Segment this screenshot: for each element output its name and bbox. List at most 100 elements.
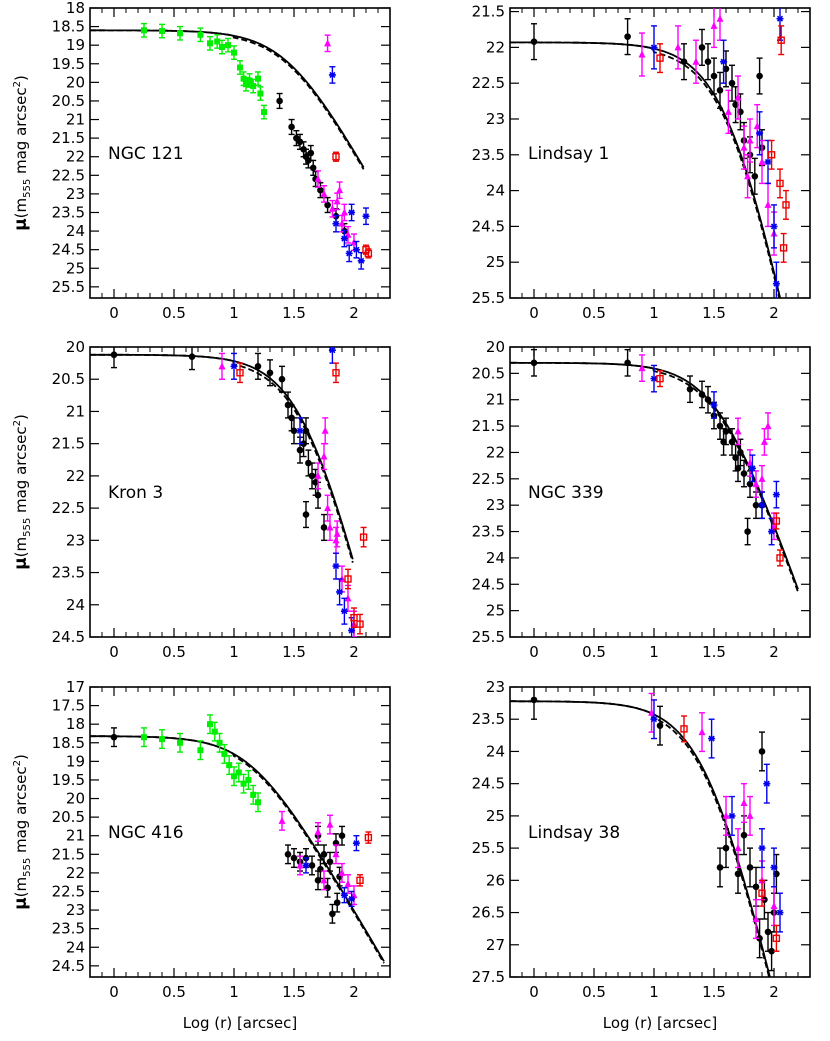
data-point — [177, 25, 183, 41]
y-tick-label: 18 — [66, 715, 85, 733]
marker-triangle — [746, 136, 754, 144]
y-tick-label: 25 — [66, 259, 85, 277]
y-tick-label: 23 — [486, 496, 505, 514]
marker-star — [340, 608, 348, 615]
data-point — [686, 375, 694, 404]
panel-title: Kron 3 — [108, 483, 163, 503]
fit-curve-dashed — [510, 700, 771, 977]
data-point — [751, 157, 759, 195]
y-tick-label: 20 — [66, 790, 85, 808]
marker-triangle — [333, 529, 341, 537]
data-point — [362, 207, 370, 226]
marker-circle — [296, 446, 304, 454]
panel-title: NGC 121 — [108, 144, 184, 164]
marker-star — [348, 209, 356, 216]
x-tick-label: 1 — [649, 304, 659, 322]
marker-star — [710, 401, 718, 409]
data-point — [698, 28, 706, 66]
data-point — [317, 182, 324, 199]
data-point — [290, 417, 298, 445]
series-black — [530, 18, 766, 195]
data-point — [320, 870, 328, 891]
data-point — [746, 795, 754, 836]
marker-circle — [740, 831, 748, 839]
marker-square — [207, 40, 213, 47]
data-point — [698, 380, 706, 409]
y-tick-label: 22 — [66, 467, 85, 485]
marker-open-square — [356, 876, 364, 885]
panel-4: 0 0.5 1 1.5 21717.51818.51919.52020.52121.52… — [11, 678, 391, 1001]
marker-circle — [530, 696, 538, 704]
marker-circle — [737, 449, 744, 456]
fit-curve-dashed — [90, 29, 365, 170]
marker-square — [141, 27, 147, 34]
y-tick-label: 22 — [486, 443, 505, 461]
y-tick-label: 20.5 — [52, 370, 85, 388]
data-point — [338, 825, 346, 846]
data-point — [320, 513, 328, 542]
marker-star — [345, 250, 353, 257]
data-point — [728, 64, 736, 102]
marker-triangle — [746, 811, 754, 819]
y-tick-label: 23.5 — [52, 920, 85, 938]
marker-circle — [308, 472, 316, 480]
data-point — [638, 354, 646, 382]
marker-triangle — [332, 536, 340, 544]
marker-star — [763, 780, 771, 787]
marker-circle — [284, 401, 292, 409]
x-tick-label: 1.5 — [702, 983, 726, 1001]
data-point — [356, 613, 364, 635]
data-point — [782, 189, 790, 220]
data-point — [257, 86, 264, 101]
data-point — [772, 924, 781, 952]
data-point — [177, 732, 183, 753]
marker-circle — [284, 851, 292, 858]
data-point — [746, 847, 754, 888]
marker-triangle — [328, 204, 336, 212]
marker-circle — [290, 427, 298, 435]
y-tick-label: 25 — [486, 253, 505, 271]
data-point — [246, 73, 253, 88]
marker-circle — [756, 935, 763, 942]
data-point — [326, 814, 334, 835]
marker-circle — [302, 511, 310, 518]
marker-triangle — [740, 799, 748, 806]
y-axis-title: μ(m555 mag arcsec2) — [11, 75, 33, 231]
data-point — [352, 240, 360, 259]
marker-circle — [752, 501, 760, 509]
marker-circle — [758, 748, 766, 755]
marker-triangle — [760, 437, 768, 445]
marker-triangle — [722, 811, 730, 819]
fit-curve — [510, 700, 771, 977]
marker-triangle — [314, 471, 322, 479]
panel-5: 0 0.5 1 1.5 2 23 23.5 24 24.5 25 25.5 26 26.5 27 27.5 L… — [472, 678, 811, 1001]
data-point — [288, 118, 295, 136]
y-tick-label: 21.5 — [52, 435, 85, 453]
marker-star — [728, 812, 736, 819]
data-point — [328, 347, 336, 364]
marker-circle — [624, 359, 631, 367]
data-point — [333, 520, 341, 548]
marker-open-square — [656, 54, 664, 62]
data-point — [326, 851, 334, 872]
marker-square — [250, 83, 257, 90]
marker-star — [770, 864, 778, 871]
marker-square — [216, 739, 223, 746]
data-point — [348, 890, 356, 908]
marker-circle — [314, 877, 322, 884]
marker-open-square — [236, 369, 244, 377]
data-point — [734, 75, 742, 120]
y-tick-label: 22.5 — [472, 74, 505, 92]
marker-open-square — [758, 889, 766, 897]
marker-triangle — [333, 197, 341, 205]
x-tick-label: 0.5 — [162, 983, 186, 1001]
data-point — [708, 718, 716, 759]
marker-circle — [752, 883, 760, 891]
data-point — [352, 835, 360, 852]
marker-open-square — [332, 369, 340, 377]
marker-square — [226, 762, 233, 769]
data-point — [314, 462, 322, 490]
marker-triangle — [744, 172, 752, 180]
marker-triangle — [326, 523, 334, 531]
